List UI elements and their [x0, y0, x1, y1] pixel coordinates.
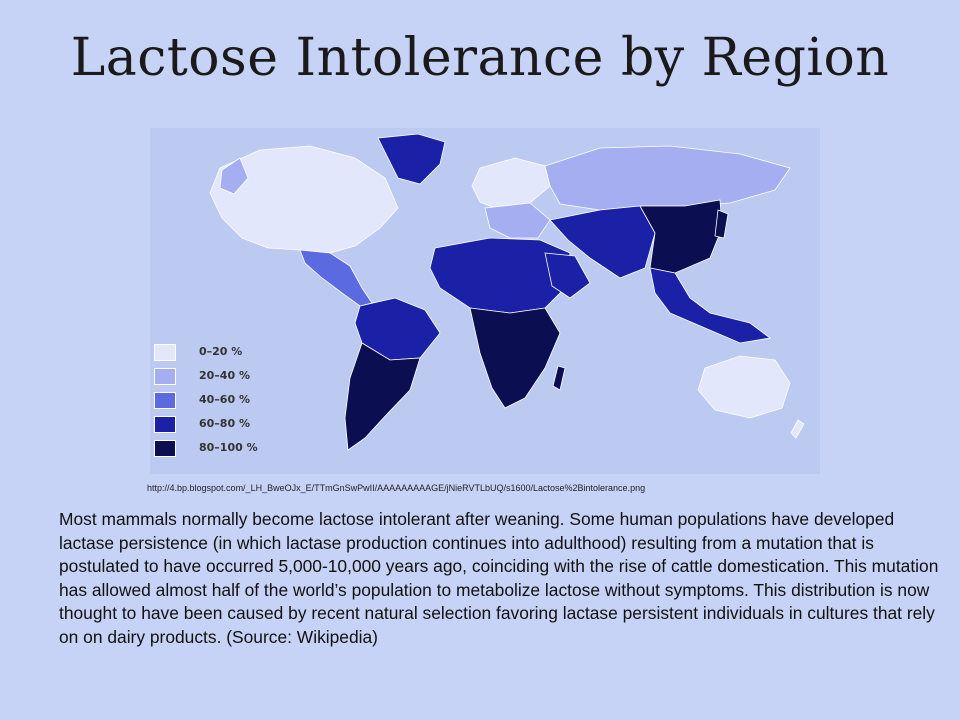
- legend-swatch: [154, 392, 176, 409]
- description-text: Most mammals normally become lactose int…: [59, 509, 939, 647]
- legend-swatch: [154, 344, 176, 361]
- legend-item: 40–60 %: [154, 392, 264, 410]
- legend-item: 80–100 %: [154, 440, 264, 458]
- region-north-africa: [429, 237, 571, 314]
- slide-title: Lactose Intolerance by Region: [70, 28, 890, 88]
- region-south-america-south: [344, 342, 421, 451]
- region-greenland: [377, 133, 446, 185]
- region-north-america: [209, 145, 399, 254]
- region-sub-saharan-africa: [469, 307, 561, 409]
- legend-item: 20–40 %: [154, 368, 264, 386]
- world-map: 0–20 % 20–40 % 40–60 % 60–80 % 80–100 %: [150, 128, 820, 474]
- legend-swatch: [154, 416, 176, 433]
- legend-label: 60–80 %: [199, 417, 250, 430]
- region-mexico: [299, 249, 373, 307]
- region-madagascar: [552, 365, 566, 391]
- legend-label: 40–60 %: [199, 393, 250, 406]
- legend-swatch: [154, 440, 176, 457]
- region-japan: [714, 209, 729, 239]
- region-north-asia: [544, 145, 791, 211]
- legend-label: 20–40 %: [199, 369, 250, 382]
- region-central-asia: [549, 205, 656, 279]
- world-map-graphic: [209, 133, 805, 451]
- region-alaska: [219, 157, 249, 195]
- region-southern-europe: [484, 202, 551, 239]
- region-new-zealand: [790, 419, 805, 439]
- region-australia: [697, 355, 791, 419]
- legend-label: 0–20 %: [199, 345, 243, 358]
- region-arabia: [544, 252, 591, 299]
- legend-item: 0–20 %: [154, 344, 264, 362]
- region-europe: [471, 157, 551, 211]
- region-southeast-asia: [649, 267, 771, 344]
- legend-swatch: [154, 368, 176, 385]
- legend-item: 60–80 %: [154, 416, 264, 434]
- region-east-asia: [639, 199, 723, 274]
- image-source-url: http://4.bp.blogspot.com/_LH_BweOJx_E/TT…: [147, 483, 646, 493]
- legend-label: 80–100 %: [199, 441, 258, 454]
